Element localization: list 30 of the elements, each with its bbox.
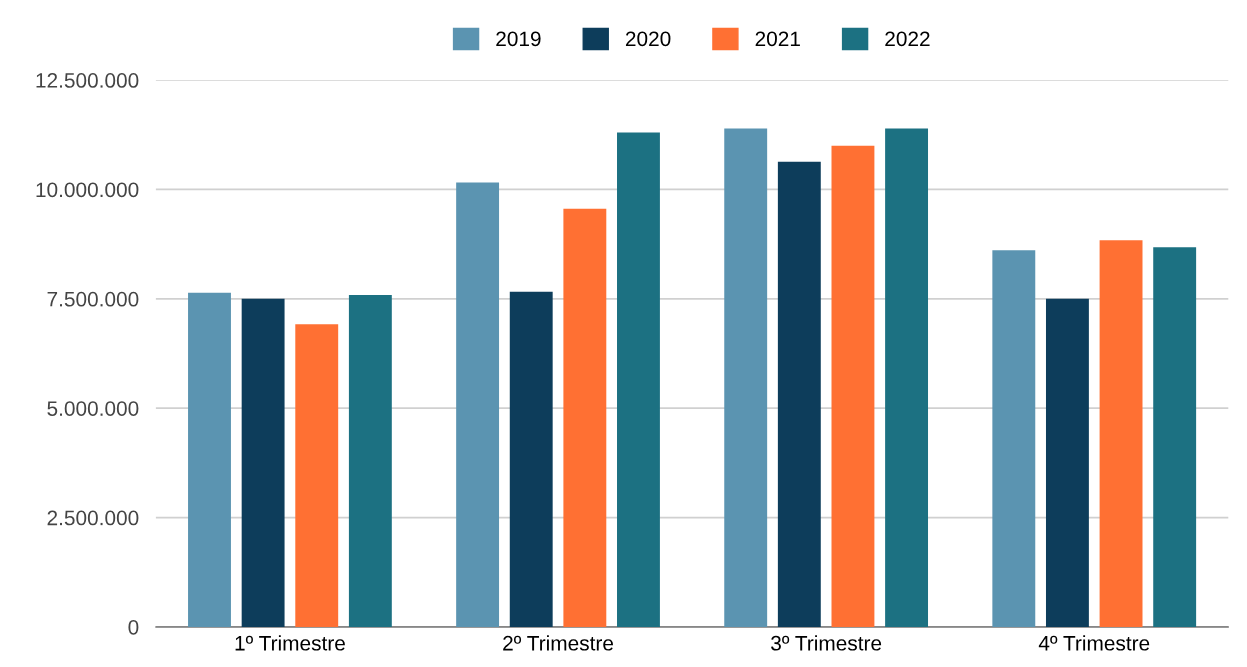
- x-tick-label: 1º Trimestre: [235, 635, 345, 651]
- bar: [295, 324, 339, 627]
- y-tick-label: 5.000.000: [47, 401, 139, 416]
- x-tick-label: 4º Trimestre: [1038, 635, 1150, 651]
- bar: [1099, 240, 1143, 627]
- bar: [348, 294, 392, 627]
- x-tick-label: 3º Trimestre: [771, 635, 882, 651]
- y-tick-label: 12.500.000: [36, 73, 139, 88]
- legend-label: 2021: [755, 31, 800, 47]
- bar: [885, 128, 929, 627]
- bar: [563, 208, 607, 627]
- y-tick-label: 10.000.000: [36, 182, 139, 198]
- y-tick-label: 2.500.000: [47, 510, 139, 526]
- y-tick-label: 0: [128, 619, 139, 635]
- bar: [831, 145, 875, 627]
- bar: [1045, 298, 1089, 627]
- legend-label: 2020: [625, 31, 671, 47]
- bar: [509, 291, 553, 627]
- bar: [617, 132, 660, 627]
- bar: [1153, 247, 1197, 627]
- bar: [777, 161, 821, 627]
- bar: [188, 292, 231, 627]
- y-tick-label: 7.500.000: [47, 291, 139, 307]
- bar: [456, 182, 500, 627]
- bar: [241, 298, 285, 627]
- x-tick-label: 2º Trimestre: [503, 635, 614, 651]
- legend-label: 2019: [496, 31, 541, 47]
- bar: [992, 250, 1036, 627]
- bar: [724, 128, 768, 627]
- legend-label: 2022: [885, 31, 930, 47]
